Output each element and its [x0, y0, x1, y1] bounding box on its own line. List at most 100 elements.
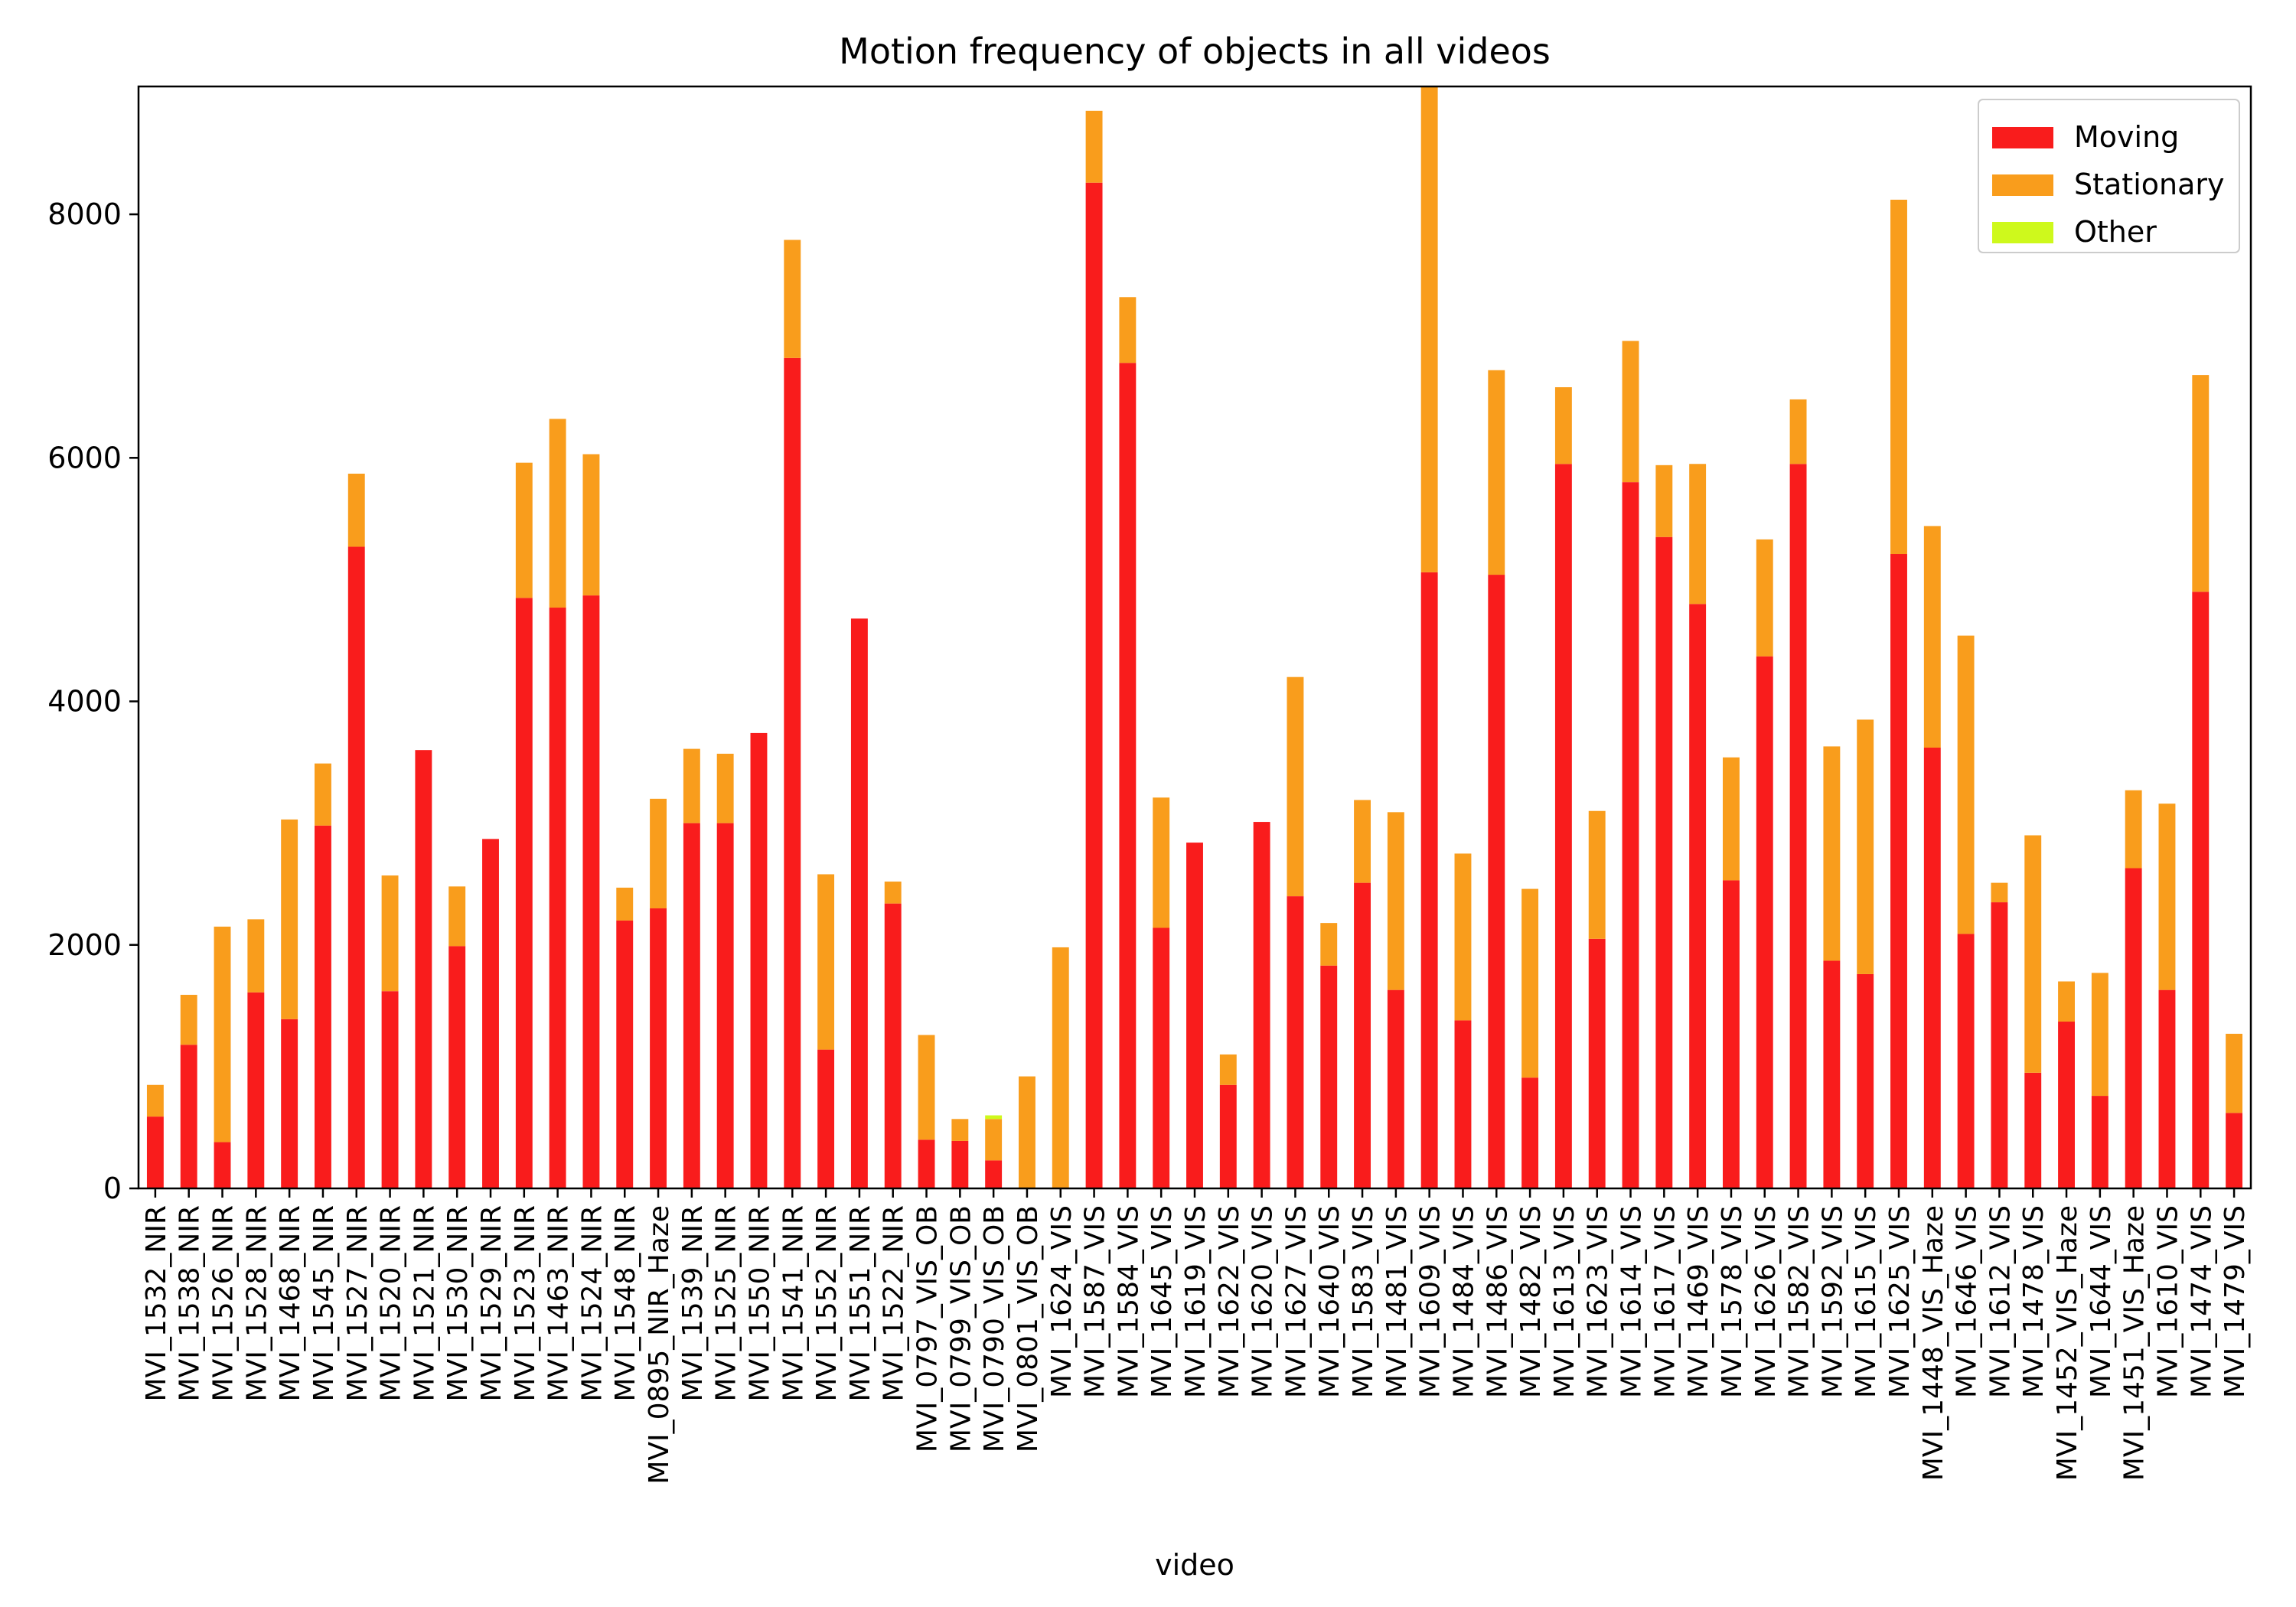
bar-moving-MVI_1482_VIS [1521, 1077, 1539, 1188]
bar-moving-MVI_1645_VIS [1153, 927, 1170, 1188]
bar-stationary-MVI_1646_VIS [1957, 635, 1975, 934]
bar-stationary-MVI_1624_VIS [1052, 947, 1069, 1188]
bar-stationary-MVI_1645_VIS [1153, 797, 1170, 928]
bar-stationary-MVI_1545_NIR [315, 763, 331, 826]
x-tick-label: MVI_1520_NIR [376, 1205, 407, 1401]
y-tick-label: 2000 [47, 928, 122, 962]
bar-stationary-MVI_1451_VIS_Haze [2125, 790, 2142, 869]
bar-stationary-MVI_1613_VIS [1554, 387, 1572, 464]
bar-stationary-MVI_1481_VIS [1387, 812, 1404, 990]
legend-swatch-stationary [1992, 174, 2053, 196]
bar-stationary-MVI_1615_VIS [1857, 719, 1874, 974]
bar-stationary-MVI_0895_NIR_Haze [650, 798, 667, 909]
bar-moving-MVI_1521_NIR [415, 750, 432, 1188]
x-tick-label: MVI_1529_NIR [476, 1205, 507, 1401]
x-tick-label: MVI_1468_NIR [275, 1205, 306, 1401]
bar-moving-MVI_1625_VIS [1890, 554, 1907, 1188]
y-tick-label: 8000 [47, 197, 122, 231]
bar-moving-MVI_1448_VIS_Haze [1923, 748, 1941, 1188]
bar-stationary-MVI_1583_VIS [1354, 800, 1371, 883]
bar-moving-MVI_1615_VIS [1857, 973, 1874, 1188]
bar-stationary-MVI_1479_VIS [2226, 1033, 2243, 1113]
bar-stationary-MVI_1520_NIR [381, 875, 399, 992]
bar-stationary-MVI_1526_NIR [214, 926, 231, 1143]
y-tick-label: 0 [103, 1172, 122, 1205]
bar-moving-MVI_1525_NIR [716, 823, 734, 1188]
x-tick-label: MVI_1583_VIS [1348, 1205, 1379, 1398]
x-tick-label: MVI_1469_VIS [1683, 1205, 1714, 1398]
bar-moving-MVI_1545_NIR [315, 825, 331, 1188]
x-tick-label: MVI_1550_NIR [744, 1205, 775, 1401]
bar-moving-MVI_1614_VIS [1622, 482, 1639, 1188]
bar-moving-MVI_1613_VIS [1554, 464, 1572, 1188]
bar-moving-MVI_1551_NIR [850, 618, 868, 1188]
x-tick-label: MVI_1619_VIS [1180, 1205, 1212, 1398]
x-tick-label: MVI_1613_VIS [1549, 1205, 1580, 1398]
x-axis: MVI_1532_NIR MVI_1538_NIR MVI_1526_NIR MVI_… [141, 1188, 2251, 1485]
x-tick-label: MVI_1548_NIR [610, 1205, 641, 1401]
bar-moving-MVI_1610_VIS [2158, 989, 2176, 1188]
x-tick-label: MVI_1481_VIS [1381, 1205, 1413, 1398]
x-tick-label: MVI_1528_NIR [241, 1205, 272, 1401]
bar-moving-MVI_1527_NIR [347, 546, 365, 1188]
x-tick-label: MVI_0799_VIS_OB [945, 1205, 977, 1452]
x-tick-label: MVI_1530_NIR [442, 1205, 474, 1401]
bar-moving-MVI_1619_VIS [1186, 843, 1203, 1188]
bar-stationary-MVI_1609_VIS [1420, 86, 1438, 572]
x-tick-label: MVI_1625_VIS [1884, 1205, 1916, 1398]
x-tick-label: MVI_1552_NIR [811, 1205, 843, 1401]
x-tick-label: MVI_1582_VIS [1784, 1205, 1815, 1398]
x-tick-label: MVI_1584_VIS [1113, 1205, 1144, 1398]
bar-moving-MVI_1626_VIS [1756, 656, 1773, 1188]
bar-moving-MVI_1587_VIS [1085, 182, 1103, 1188]
bar-stationary-MVI_1610_VIS [2158, 804, 2176, 990]
x-tick-label: MVI_1615_VIS [1851, 1205, 1882, 1398]
bar-moving-MVI_0797_VIS_OB [918, 1139, 935, 1188]
bar-stationary-MVI_1469_VIS [1689, 464, 1707, 605]
bar-moving-MVI_1452_VIS_Haze [2058, 1022, 2075, 1188]
x-tick-label: MVI_0790_VIS_OB [979, 1205, 1010, 1452]
x-tick-label: MVI_1587_VIS [1080, 1205, 1111, 1398]
x-tick-label: MVI_1538_NIR [174, 1205, 206, 1401]
x-tick-label: MVI_1626_VIS [1750, 1205, 1782, 1398]
x-tick-label: MVI_1551_NIR [845, 1205, 876, 1401]
legend-label-moving: Moving [2074, 120, 2179, 154]
bar-moving-MVI_1520_NIR [381, 991, 399, 1188]
x-tick-label: MVI_1545_NIR [308, 1205, 340, 1401]
x-tick-label: MVI_1622_VIS [1214, 1205, 1245, 1398]
bar-moving-MVI_1592_VIS [1823, 960, 1841, 1188]
x-tick-label: MVI_1592_VIS [1817, 1205, 1848, 1398]
x-tick-label: MVI_1614_VIS [1616, 1205, 1648, 1398]
x-tick-label: MVI_1486_VIS [1482, 1205, 1513, 1398]
x-tick-label: MVI_1539_NIR [677, 1205, 709, 1401]
x-tick-label: MVI_1624_VIS [1046, 1205, 1078, 1398]
bar-stationary-MVI_1584_VIS [1119, 297, 1137, 363]
bar-moving-MVI_1532_NIR [146, 1116, 164, 1188]
legend-swatch-other [1992, 222, 2053, 243]
x-tick-label: MVI_1646_VIS [1952, 1205, 1983, 1398]
bar-stationary-MVI_1482_VIS [1521, 888, 1539, 1078]
bar-stationary-MVI_1528_NIR [247, 919, 265, 993]
bar-moving-MVI_1478_VIS [2024, 1072, 2042, 1188]
bar-stationary-MVI_1548_NIR [616, 887, 634, 921]
x-tick-label: MVI_1640_VIS [1314, 1205, 1345, 1398]
bar-stationary-MVI_1525_NIR [716, 753, 734, 823]
x-tick-label: MVI_1612_VIS [1985, 1205, 2016, 1398]
bar-moving-MVI_1529_NIR [482, 839, 499, 1188]
y-axis: 0 2000 4000 6000 8000 [47, 197, 139, 1205]
bar-stationary-MVI_1530_NIR [448, 886, 466, 947]
x-tick-label: MVI_1463_NIR [543, 1205, 575, 1401]
x-tick-label: MVI_1578_VIS [1717, 1205, 1748, 1398]
bar-moving-MVI_1474_VIS [2192, 592, 2210, 1188]
x-tick-label: MVI_1474_VIS [2186, 1205, 2217, 1398]
bar-moving-MVI_1526_NIR [214, 1142, 231, 1188]
bar-moving-MVI_1548_NIR [616, 920, 634, 1188]
bar-moving-MVI_1552_NIR [817, 1049, 835, 1188]
bar-stationary-MVI_1644_VIS [2091, 973, 2108, 1097]
x-tick-label: MVI_0801_VIS_OB [1013, 1205, 1044, 1452]
bar-stationary-MVI_1468_NIR [281, 819, 298, 1019]
bar-moving-MVI_1622_VIS [1219, 1084, 1237, 1188]
x-tick-label: MVI_1478_VIS [2018, 1205, 2050, 1398]
bar-stationary-MVI_1484_VIS [1454, 853, 1472, 1021]
